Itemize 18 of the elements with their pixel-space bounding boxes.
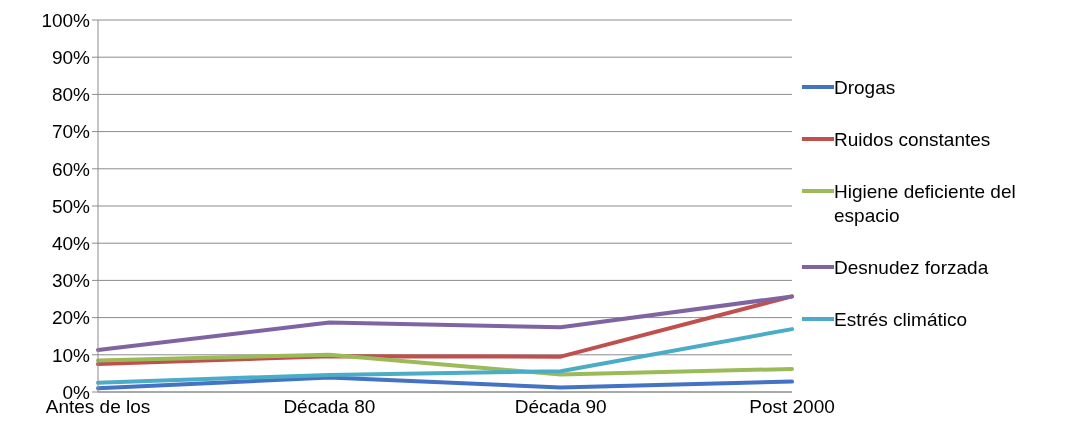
y-tick-label: 10% bbox=[51, 344, 91, 366]
y-tick-label: 40% bbox=[51, 232, 91, 254]
legend-label: Desnudez forzada bbox=[834, 256, 989, 280]
y-tick-label: 70% bbox=[51, 121, 91, 143]
y-tick-label: 90% bbox=[51, 46, 91, 68]
y-tick-label: 30% bbox=[51, 270, 91, 292]
y-tick-label: 80% bbox=[51, 84, 91, 106]
x-tick-label: Década 80 bbox=[283, 396, 376, 418]
x-tick-label: Post 2000 bbox=[749, 396, 835, 418]
x-tick-label: Década 90 bbox=[514, 396, 607, 418]
legend-label: Higiene deficiente del espacio bbox=[834, 180, 1017, 228]
legend-label: Estrés climático bbox=[834, 308, 968, 332]
legend-label: Drogas bbox=[834, 76, 896, 100]
y-tick-label: 100% bbox=[41, 9, 91, 31]
legend-label: Ruidos constantes bbox=[834, 128, 991, 152]
y-tick-label: 60% bbox=[51, 158, 91, 180]
y-tick-label: 50% bbox=[51, 195, 91, 217]
y-tick-label: 20% bbox=[51, 307, 91, 329]
